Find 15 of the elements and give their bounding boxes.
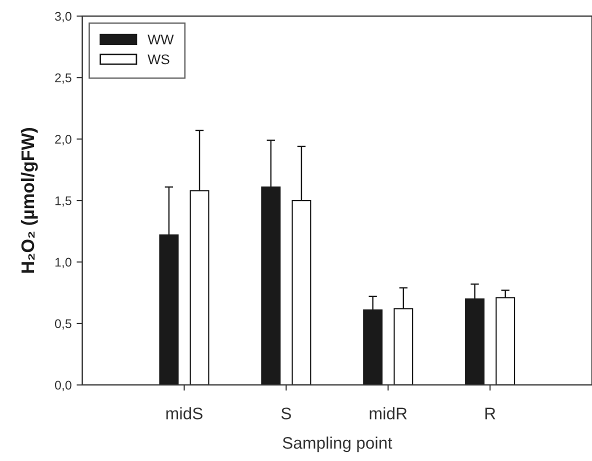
- x-tick-label: R: [485, 408, 496, 420]
- legend-label: WS: [148, 54, 170, 64]
- y-tick-label: 1,0: [55, 258, 72, 268]
- legend-label: WW: [148, 34, 174, 44]
- x-tick-label: midS: [166, 407, 202, 420]
- x-tick-label: S: [281, 408, 291, 420]
- y-tick-label: 3,0: [54, 12, 72, 22]
- y-tick-label: 0,0: [54, 380, 72, 392]
- x-tick-label: midR: [370, 407, 407, 420]
- x-axis-title: Sampling point: [282, 436, 392, 452]
- y-tick-label: 2,5: [55, 73, 72, 84]
- y-tick-label: 1,5: [55, 196, 72, 207]
- y-tick-label: 2,0: [55, 134, 72, 146]
- y-tick-label: 0,5: [54, 319, 72, 330]
- y-axis-title: H₂O₂ (µmol/gFW): [20, 128, 38, 273]
